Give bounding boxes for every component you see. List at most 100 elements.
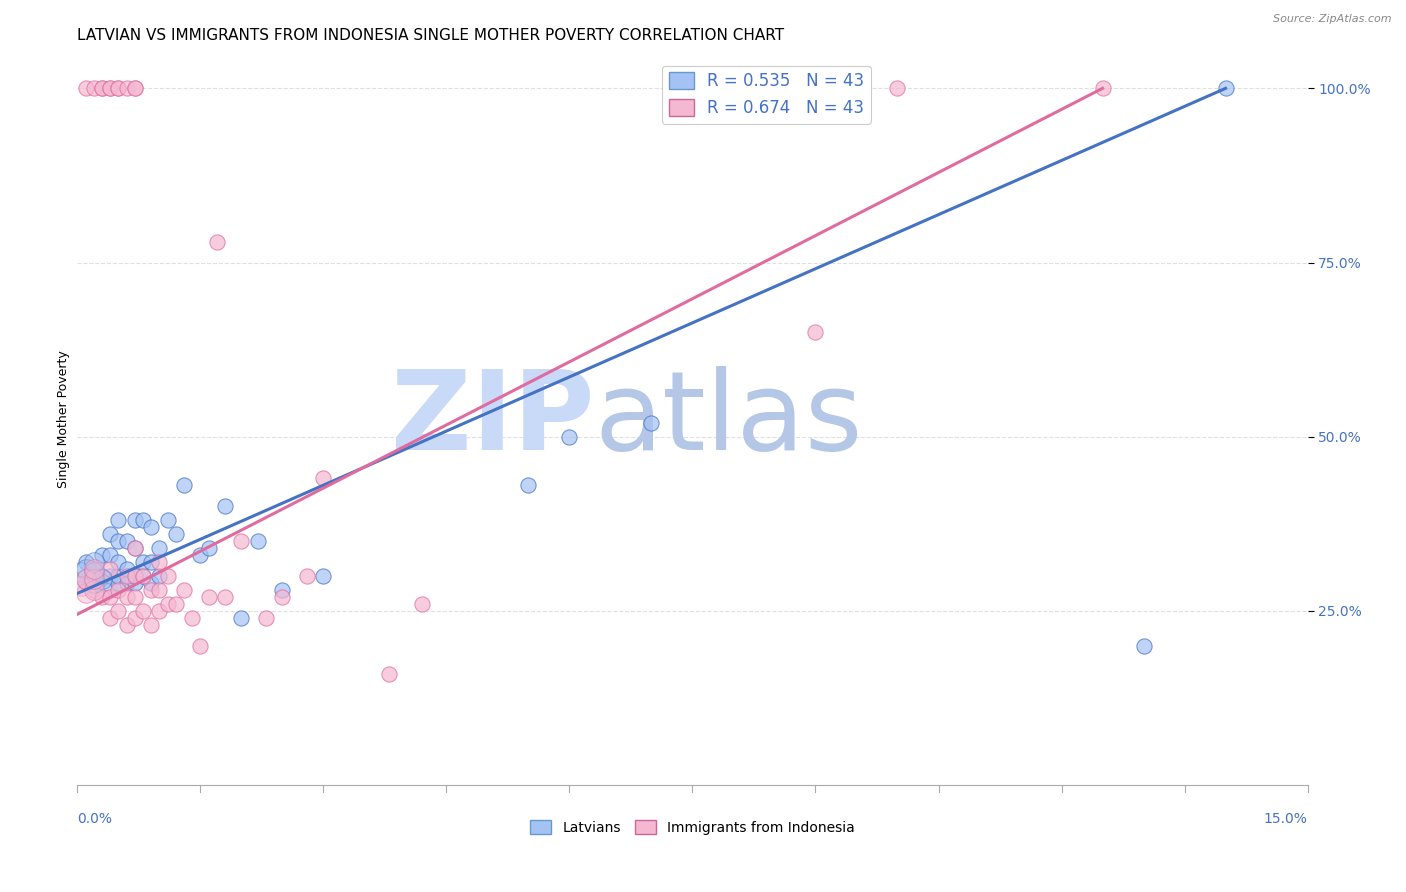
Point <box>115 617 138 632</box>
Point <box>83 582 105 597</box>
Point <box>156 513 179 527</box>
Point <box>83 582 105 597</box>
Text: 0.0%: 0.0% <box>77 813 112 826</box>
Point <box>107 555 129 569</box>
Point <box>124 576 146 591</box>
Point <box>75 576 97 591</box>
Point <box>83 576 105 591</box>
Point <box>115 590 138 604</box>
Point <box>115 534 138 549</box>
Point <box>197 590 219 604</box>
Point <box>107 534 129 549</box>
Point <box>214 500 236 514</box>
Point <box>115 576 138 591</box>
Point <box>165 527 187 541</box>
Point <box>197 541 219 555</box>
Point <box>107 582 129 597</box>
Point <box>181 611 204 625</box>
Point <box>115 562 138 576</box>
Point <box>132 569 155 583</box>
Point <box>83 555 105 569</box>
Point <box>886 81 908 95</box>
Point <box>132 569 155 583</box>
Point <box>411 597 433 611</box>
Point <box>83 81 105 95</box>
Point <box>75 562 97 576</box>
Point <box>124 541 146 555</box>
Point <box>231 611 253 625</box>
Point <box>75 555 97 569</box>
Point <box>70 579 93 593</box>
Point <box>124 569 146 583</box>
Point <box>640 416 662 430</box>
Point <box>124 569 146 583</box>
Point <box>295 569 318 583</box>
Point <box>205 235 228 249</box>
Point <box>83 566 105 580</box>
Point <box>107 81 129 95</box>
Point <box>115 81 138 95</box>
Point <box>75 573 97 587</box>
Point <box>124 513 146 527</box>
Point <box>1215 81 1237 95</box>
Point <box>107 513 129 527</box>
Point <box>90 573 114 587</box>
Point <box>254 611 277 625</box>
Point <box>90 81 114 95</box>
Text: LATVIAN VS IMMIGRANTS FROM INDONESIA SINGLE MOTHER POVERTY CORRELATION CHART: LATVIAN VS IMMIGRANTS FROM INDONESIA SIN… <box>77 28 785 43</box>
Point <box>312 569 335 583</box>
Point <box>1091 81 1114 95</box>
Point <box>98 548 121 562</box>
Point <box>804 325 827 339</box>
Point <box>141 617 163 632</box>
Point <box>90 569 114 583</box>
Point <box>231 534 253 549</box>
Point <box>90 590 114 604</box>
Text: Source: ZipAtlas.com: Source: ZipAtlas.com <box>1274 14 1392 24</box>
Point <box>378 666 401 681</box>
Point <box>132 604 155 618</box>
Point <box>98 81 121 95</box>
Point <box>83 562 105 576</box>
Point <box>312 471 335 485</box>
Point <box>148 541 170 555</box>
Point <box>124 590 146 604</box>
Point <box>90 548 114 562</box>
Point <box>165 597 187 611</box>
Point <box>98 81 121 95</box>
Point <box>141 576 163 591</box>
Point <box>558 430 581 444</box>
Point <box>124 611 146 625</box>
Point <box>107 81 129 95</box>
Point <box>75 573 97 587</box>
Point <box>271 582 294 597</box>
Point <box>188 548 212 562</box>
Point <box>132 555 155 569</box>
Point <box>98 590 121 604</box>
Point <box>90 569 114 583</box>
Point <box>124 81 146 95</box>
Point <box>98 611 121 625</box>
Point <box>83 573 105 587</box>
Text: 15.0%: 15.0% <box>1264 813 1308 826</box>
Point <box>83 562 105 576</box>
Y-axis label: Single Mother Poverty: Single Mother Poverty <box>58 351 70 488</box>
Point <box>75 81 97 95</box>
Point <box>70 566 93 580</box>
Point <box>98 582 121 597</box>
Point <box>124 541 146 555</box>
Point <box>107 569 129 583</box>
Point <box>107 576 129 591</box>
Point <box>98 527 121 541</box>
Point <box>124 81 146 95</box>
Point <box>173 478 195 492</box>
Point <box>98 562 121 576</box>
Point <box>141 520 163 534</box>
Text: ZIP: ZIP <box>391 366 595 473</box>
Point <box>148 582 170 597</box>
Text: atlas: atlas <box>595 366 862 473</box>
Point <box>141 582 163 597</box>
Point <box>141 555 163 569</box>
Point <box>156 569 179 583</box>
Legend: Latvians, Immigrants from Indonesia: Latvians, Immigrants from Indonesia <box>524 814 860 840</box>
